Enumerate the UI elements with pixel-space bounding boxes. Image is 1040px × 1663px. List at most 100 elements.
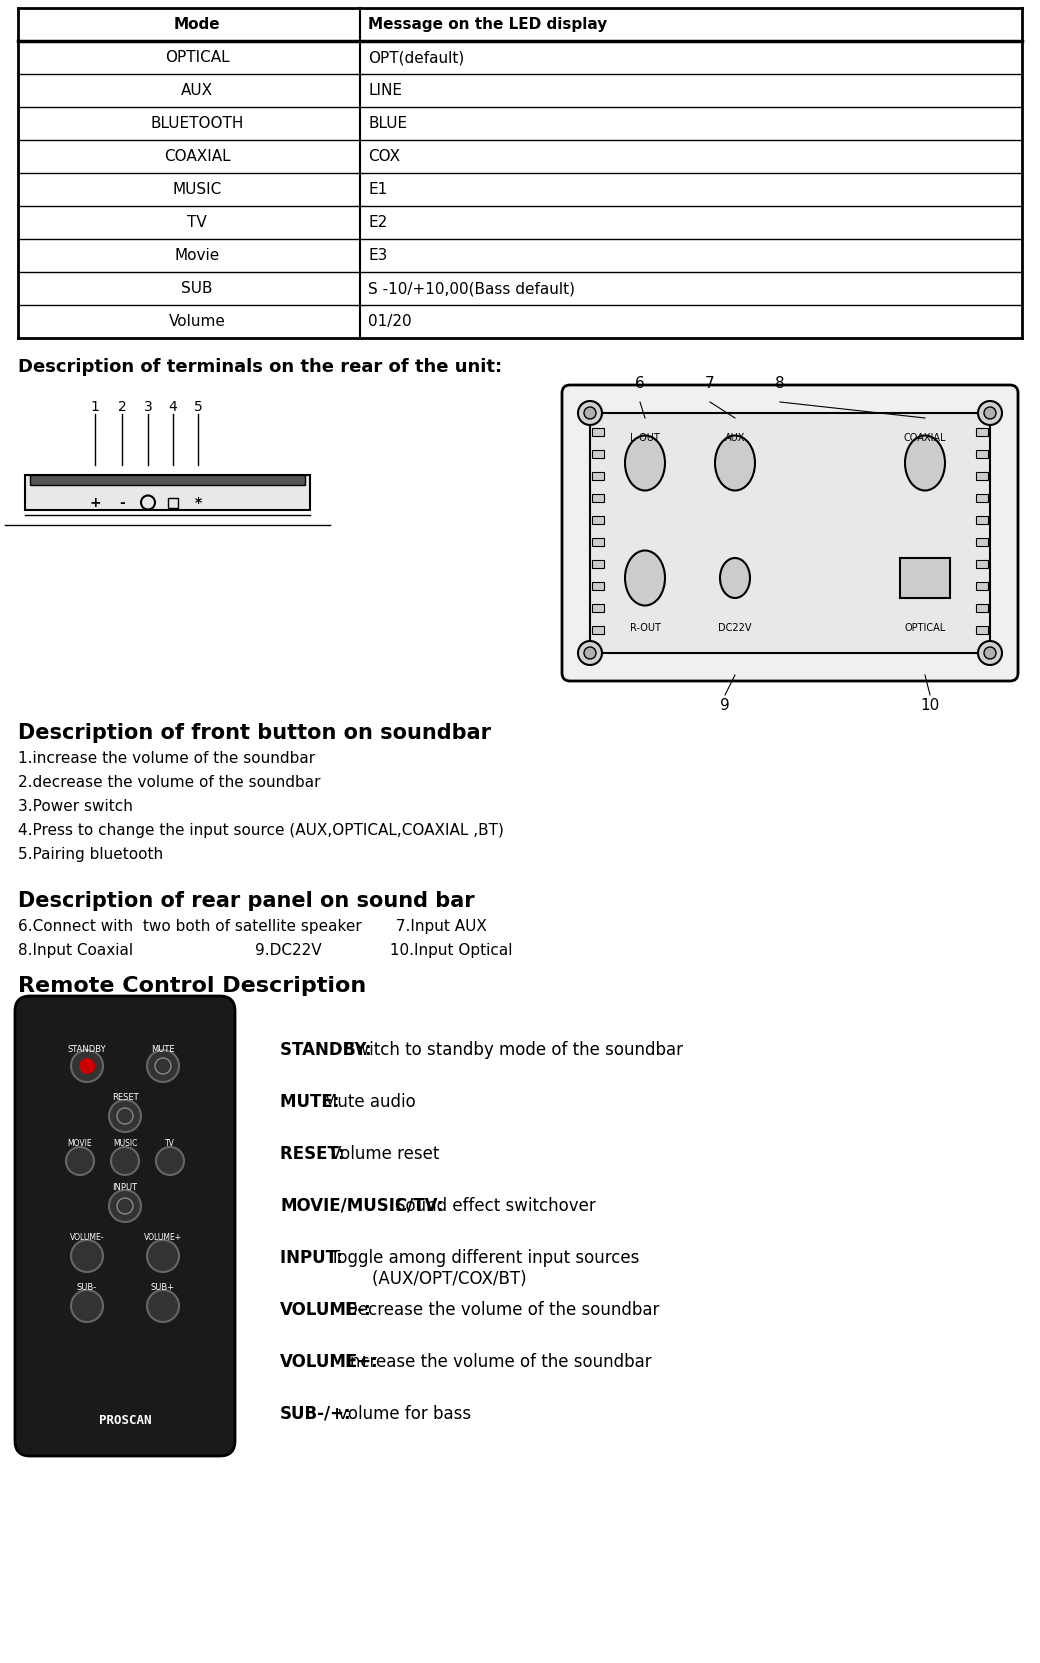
Text: Switch to standby mode of the soundbar: Switch to standby mode of the soundbar [345, 1041, 683, 1059]
Bar [592, 427, 604, 436]
Text: SUB: SUB [181, 281, 213, 296]
Circle shape [578, 640, 602, 665]
FancyBboxPatch shape [562, 386, 1018, 682]
Circle shape [66, 1147, 94, 1176]
Text: VOLUME+:: VOLUME+: [280, 1354, 379, 1370]
Text: -: - [120, 496, 125, 509]
Text: TV: TV [187, 215, 207, 229]
Text: E2: E2 [368, 215, 387, 229]
Text: +: + [89, 496, 101, 509]
Text: RESET: RESET [111, 1094, 138, 1103]
Text: VOLUME-:: VOLUME-: [280, 1300, 371, 1319]
Bar [976, 451, 988, 457]
Ellipse shape [625, 550, 665, 605]
Text: Remote Control Description: Remote Control Description [18, 976, 366, 996]
Bar [976, 604, 988, 612]
Text: *: * [194, 496, 202, 509]
Bar [900, 559, 950, 599]
Text: volume for bass: volume for bass [338, 1405, 471, 1424]
Text: 6: 6 [635, 376, 645, 391]
Circle shape [71, 1049, 103, 1083]
Circle shape [71, 1241, 103, 1272]
Text: COAXIAL: COAXIAL [904, 432, 946, 442]
Circle shape [109, 1099, 141, 1133]
Text: AUX: AUX [181, 83, 213, 98]
Text: INPUT:: INPUT: [280, 1249, 348, 1267]
Text: MUSIC: MUSIC [112, 1139, 137, 1147]
Text: 5.Pairing bluetooth: 5.Pairing bluetooth [18, 846, 163, 861]
Text: COAXIAL: COAXIAL [163, 150, 230, 165]
Text: Mute audio: Mute audio [323, 1093, 416, 1111]
Circle shape [584, 407, 596, 419]
Circle shape [147, 1241, 179, 1272]
Ellipse shape [720, 559, 750, 599]
Text: VOLUME-: VOLUME- [70, 1234, 104, 1242]
Text: VOLUME+: VOLUME+ [144, 1234, 182, 1242]
Text: 2.decrease the volume of the soundbar: 2.decrease the volume of the soundbar [18, 775, 320, 790]
FancyBboxPatch shape [15, 996, 235, 1457]
Text: 3.Power switch: 3.Power switch [18, 798, 133, 813]
Text: 6.Connect with  two both of satellite speaker       7.Input AUX: 6.Connect with two both of satellite spe… [18, 920, 487, 935]
Circle shape [147, 1049, 179, 1083]
Text: SUB+: SUB+ [151, 1284, 175, 1292]
Circle shape [978, 401, 1002, 426]
Bar [976, 516, 988, 524]
Circle shape [584, 647, 596, 659]
Circle shape [116, 1197, 133, 1214]
Text: AUX: AUX [725, 432, 746, 442]
Text: 10: 10 [920, 698, 939, 713]
Text: Message on the LED display: Message on the LED display [368, 17, 607, 32]
Text: DC22V: DC22V [719, 624, 752, 634]
Text: Description of terminals on the rear of the unit:: Description of terminals on the rear of … [18, 358, 502, 376]
Text: 1.increase the volume of the soundbar: 1.increase the volume of the soundbar [18, 752, 315, 767]
Text: Volume reset: Volume reset [331, 1146, 440, 1162]
Text: BLUETOOTH: BLUETOOTH [151, 116, 243, 131]
Text: 01/20: 01/20 [368, 314, 412, 329]
Text: BLUE: BLUE [368, 116, 407, 131]
Text: Decrease the volume of the soundbar: Decrease the volume of the soundbar [345, 1300, 659, 1319]
Ellipse shape [905, 436, 945, 491]
Bar [976, 427, 988, 436]
Text: COX: COX [368, 150, 400, 165]
Text: OPTICAL: OPTICAL [905, 624, 945, 634]
Bar [976, 539, 988, 545]
Circle shape [116, 1108, 133, 1124]
Text: Sound effect switchover: Sound effect switchover [395, 1197, 596, 1216]
Text: STANDBY: STANDBY [68, 1044, 106, 1053]
Bar [592, 582, 604, 590]
Circle shape [79, 1058, 95, 1074]
Text: MUSIC: MUSIC [173, 181, 222, 196]
Ellipse shape [716, 436, 755, 491]
Circle shape [156, 1147, 184, 1176]
Ellipse shape [625, 436, 665, 491]
Circle shape [111, 1147, 139, 1176]
Text: SUB-: SUB- [77, 1284, 97, 1292]
Bar [592, 560, 604, 569]
Text: Description of rear panel on sound bar: Description of rear panel on sound bar [18, 891, 474, 911]
Text: 9: 9 [720, 698, 730, 713]
Bar [976, 472, 988, 481]
Text: E3: E3 [368, 248, 387, 263]
Circle shape [147, 1290, 179, 1322]
Circle shape [109, 1191, 141, 1222]
Text: 2: 2 [118, 401, 127, 414]
Text: Mode: Mode [174, 17, 220, 32]
Text: 8: 8 [775, 376, 785, 391]
Bar [30, 476, 305, 486]
Text: LINE: LINE [368, 83, 402, 98]
Text: MOVIE: MOVIE [68, 1139, 93, 1147]
Circle shape [71, 1290, 103, 1322]
Text: E1: E1 [368, 181, 387, 196]
Text: 4: 4 [168, 401, 178, 414]
Text: Description of front button on soundbar: Description of front button on soundbar [18, 723, 491, 743]
Bar [592, 516, 604, 524]
Text: Volume: Volume [168, 314, 226, 329]
Bar [976, 582, 988, 590]
Bar [592, 539, 604, 545]
Text: SUB-/+:: SUB-/+: [280, 1405, 352, 1424]
Bar [592, 472, 604, 481]
Bar [25, 476, 310, 511]
Text: OPTICAL: OPTICAL [164, 50, 229, 65]
Circle shape [978, 640, 1002, 665]
Bar [168, 497, 178, 507]
